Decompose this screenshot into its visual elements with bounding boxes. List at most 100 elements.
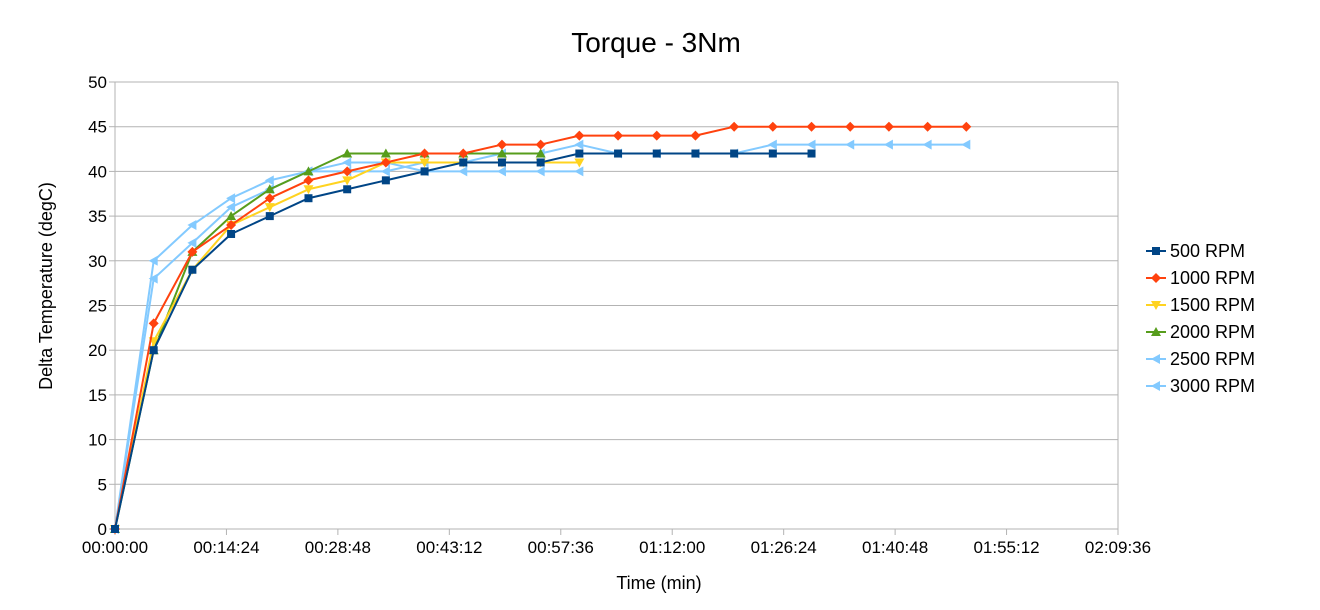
y-tick-label: 50: [88, 73, 107, 92]
y-tick-label: 45: [88, 118, 107, 137]
data-point: [535, 166, 545, 177]
series-500-rpm: [111, 149, 816, 533]
data-point: [922, 121, 933, 132]
y-tick-label: 0: [98, 520, 107, 539]
data-point: [883, 121, 894, 132]
x-axis-label: Time (min): [616, 573, 701, 593]
legend-swatch-marker: [1151, 273, 1161, 283]
data-point: [380, 148, 391, 158]
legend-swatch-marker: [1151, 354, 1160, 364]
legend-label: 1500 RPM: [1170, 295, 1255, 315]
data-point: [343, 185, 352, 194]
data-point: [807, 149, 816, 158]
data-point: [304, 194, 313, 203]
data-point: [188, 265, 197, 274]
data-point: [651, 130, 662, 141]
data-point: [535, 148, 546, 158]
y-tick-label: 25: [88, 297, 107, 316]
data-point: [187, 237, 197, 248]
legend-entry: 1000 RPM: [1146, 268, 1255, 288]
data-point: [264, 193, 275, 204]
chart-title: Torque - 3Nm: [571, 27, 741, 58]
data-point: [420, 167, 429, 176]
data-point: [264, 184, 275, 194]
data-point: [187, 220, 197, 231]
data-point: [614, 149, 623, 158]
data-point: [226, 211, 237, 221]
data-point: [226, 220, 237, 231]
x-tick-label: 01:12:00: [639, 538, 705, 557]
y-axis-ticks: 0 5 10 15 20 25 30 35 40 45 50: [88, 73, 115, 539]
legend-swatch-marker: [1151, 381, 1160, 391]
data-point: [303, 175, 314, 186]
legend-entry: 500 RPM: [1146, 241, 1245, 261]
x-tick-label: 00:43:12: [416, 538, 482, 557]
data-point: [536, 158, 545, 167]
data-point: [342, 176, 353, 186]
legend-swatch-marker: [1152, 247, 1160, 255]
data-point: [883, 139, 893, 150]
legend-label: 1000 RPM: [1170, 268, 1255, 288]
legend-label: 2500 RPM: [1170, 349, 1255, 369]
data-point: [419, 148, 430, 159]
x-tick-label: 00:00:00: [82, 538, 148, 557]
data-point: [574, 166, 584, 177]
data-point: [226, 193, 236, 204]
data-point: [342, 148, 353, 158]
data-point: [149, 346, 158, 355]
data-point: [148, 273, 158, 284]
y-tick-label: 20: [88, 341, 107, 360]
data-point: [574, 158, 585, 168]
data-point: [691, 149, 700, 158]
legend-swatch-marker: [1151, 301, 1161, 310]
data-point: [767, 121, 778, 132]
x-tick-label: 00:14:24: [193, 538, 259, 557]
data-point: [574, 130, 585, 141]
legend: 500 RPM 1000 RPM 1500 RPM 2000 RPM 2500 RPM 3…: [1146, 241, 1255, 396]
data-point: [806, 139, 816, 150]
data-point: [497, 158, 506, 167]
x-tick-label: 01:26:24: [751, 538, 817, 557]
data-point: [381, 176, 390, 185]
data-point: [496, 148, 507, 158]
legend-entry: 2500 RPM: [1146, 349, 1255, 369]
data-point: [148, 318, 159, 329]
data-point: [652, 149, 661, 158]
data-point: [380, 166, 390, 177]
y-tick-label: 35: [88, 207, 107, 226]
x-axis-ticks: 00:00:00 00:14:24 00:28:48 00:43:12 00:57:36…: [82, 529, 1151, 557]
data-point: [227, 229, 236, 238]
data-point: [187, 246, 198, 257]
data-point: [535, 139, 546, 150]
legend-entry: 1500 RPM: [1146, 295, 1255, 315]
y-tick-label: 30: [88, 252, 107, 271]
data-point: [342, 157, 352, 168]
data-point: [806, 121, 817, 132]
data-point: [690, 130, 701, 141]
data-point: [768, 149, 777, 158]
legend-label: 3000 RPM: [1170, 376, 1255, 396]
data-point: [496, 166, 506, 177]
x-tick-label: 02:09:36: [1085, 538, 1151, 557]
data-point: [264, 203, 275, 213]
legend-label: 2000 RPM: [1170, 322, 1255, 342]
data-point: [961, 139, 971, 150]
series-line: [114, 152, 541, 530]
legend-entry: 2000 RPM: [1146, 322, 1255, 342]
data-point: [303, 166, 314, 176]
data-point: [148, 255, 158, 266]
y-tick-label: 15: [88, 386, 107, 405]
y-axis-label: Delta Temperature (degC): [36, 182, 56, 390]
data-point: [729, 121, 740, 132]
data-point: [111, 525, 119, 533]
data-point: [264, 175, 274, 186]
legend-label: 500 RPM: [1170, 241, 1245, 261]
data-point: [845, 139, 855, 150]
legend-entry: 3000 RPM: [1146, 376, 1255, 396]
x-tick-label: 01:40:48: [862, 538, 928, 557]
y-tick-label: 5: [98, 475, 107, 494]
data-point: [380, 157, 391, 168]
data-point: [419, 158, 430, 168]
data-point: [459, 158, 468, 167]
